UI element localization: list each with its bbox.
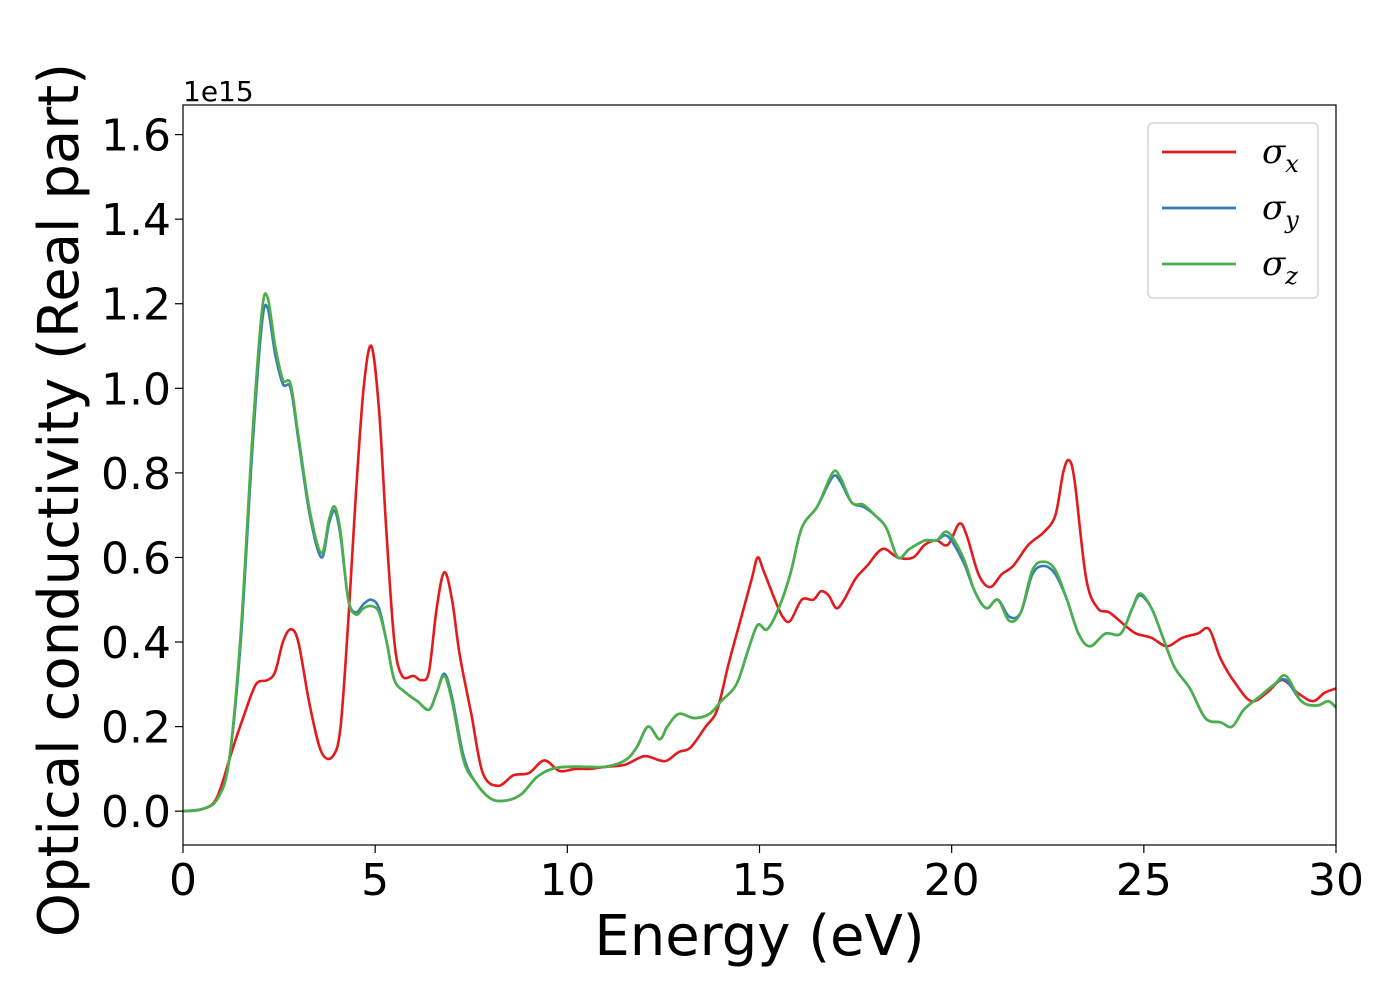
x-tick-label: 25 [1116, 855, 1172, 906]
y-offset-label: 1e15 [183, 75, 254, 108]
legend-label-y: σy [1262, 188, 1299, 234]
y-tick-label: 0.4 [101, 618, 171, 669]
legend-label-x: σx [1262, 132, 1299, 178]
x-tick-label: 30 [1308, 855, 1364, 906]
y-tick-label: 1.4 [101, 195, 171, 246]
ticks-layer: 0 5 10 15 20 25 30 0.0 0.2 0.4 0.6 0.8 1.0 1.2 1.4 1.6 [101, 111, 1364, 906]
x-tick-label: 20 [924, 855, 980, 906]
y-axis-title: Optical conductivity (Real part) [27, 63, 92, 937]
y-tick-label: 0.0 [101, 787, 171, 838]
series-line-x [182, 344, 1337, 813]
y-tick-label: 1.6 [101, 111, 171, 162]
x-tick-label: 10 [539, 855, 595, 906]
y-tick-label: 0.2 [101, 703, 171, 754]
series-layer [182, 292, 1337, 813]
y-tick-label: 0.8 [101, 449, 171, 500]
plot-frame [182, 104, 1337, 846]
x-axis-title: Energy (eV) [594, 904, 924, 969]
y-tick-label: 1.0 [101, 364, 171, 415]
y-tick-label: 0.6 [101, 533, 171, 584]
y-tick-label: 1.2 [101, 280, 171, 331]
x-tick-label: 5 [361, 855, 389, 906]
x-tick-label: 0 [169, 855, 197, 906]
series-line-z [182, 292, 1337, 813]
legend-label-z: σz [1262, 244, 1298, 290]
legend-box [1147, 122, 1319, 299]
x-tick-label: 15 [732, 855, 788, 906]
legend: σx σy σz [1147, 122, 1319, 299]
